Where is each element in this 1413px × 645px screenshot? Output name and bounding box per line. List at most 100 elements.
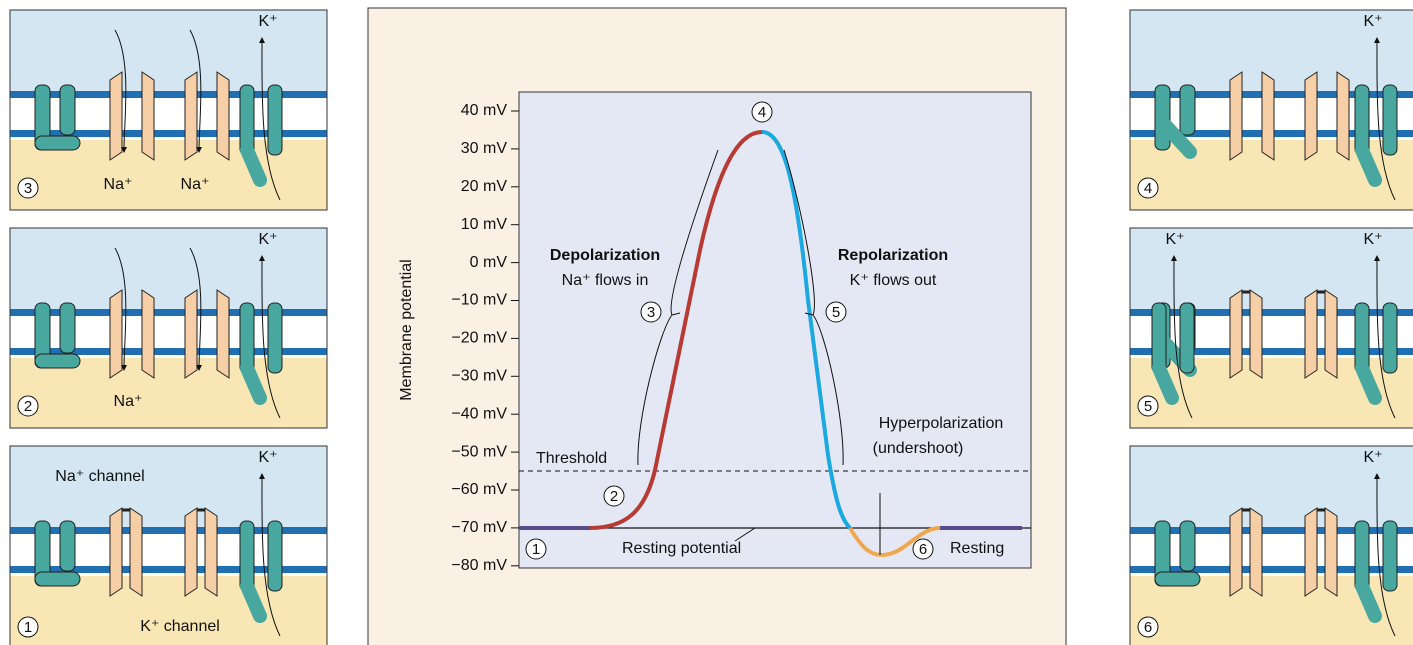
membrane-line	[10, 91, 327, 98]
y-tick-label: 10 mV	[461, 216, 508, 233]
step-circle	[825, 301, 847, 323]
inact-gate	[1158, 118, 1197, 159]
extracellular	[10, 228, 327, 313]
extracellular	[10, 10, 327, 95]
na-gate-channel	[1179, 84, 1196, 136]
membrane-line	[1130, 527, 1413, 534]
na-channel	[109, 289, 123, 379]
y-tick-label: 0 mV	[470, 254, 508, 271]
na-channel	[184, 507, 198, 597]
label: Resting	[950, 540, 1004, 557]
y-tick-label: 40 mV	[461, 102, 508, 119]
na-channel	[1304, 71, 1318, 161]
frame	[1129, 227, 1413, 429]
y-tick-label: −20 mV	[451, 330, 507, 347]
extracellular	[1130, 446, 1413, 531]
membrane-line	[10, 130, 327, 137]
k-arrow	[1373, 473, 1396, 637]
panel-label: K⁺	[1363, 231, 1382, 248]
panel-label: K⁺	[1363, 13, 1382, 30]
na-channel	[1336, 71, 1350, 161]
na-channel	[1261, 71, 1275, 161]
frame	[1129, 445, 1413, 645]
step-number: 2	[24, 398, 32, 415]
step-number: 6	[919, 541, 927, 558]
frame	[9, 227, 328, 429]
panel-label: K⁺	[1363, 449, 1382, 466]
y-tick-label: 20 mV	[461, 178, 508, 195]
panel-label: Na⁺ channel	[55, 468, 144, 485]
k-gate	[1355, 361, 1382, 405]
panel-label: K⁺	[258, 13, 277, 30]
y-tick-label: −60 mV	[451, 481, 507, 498]
k-channel	[1382, 302, 1398, 374]
panel-label: K⁺	[258, 231, 277, 248]
membrane-panel	[1129, 445, 1413, 645]
label: K⁺ flows out	[850, 272, 937, 289]
na-channel	[1304, 507, 1318, 597]
membrane-panel	[9, 445, 328, 645]
y-tick-label: −40 mV	[451, 405, 507, 422]
membrane-line	[1130, 566, 1413, 573]
step-number: 1	[532, 541, 540, 558]
membrane-panel	[1129, 9, 1413, 211]
na-channel	[1304, 289, 1318, 379]
step-number: 1	[24, 619, 32, 636]
na-channel	[141, 289, 155, 379]
step-number: 5	[1144, 398, 1152, 415]
gate	[34, 353, 81, 369]
step-number: 5	[832, 304, 840, 321]
panel-label: K⁺	[1165, 231, 1184, 248]
label: Threshold	[536, 450, 607, 467]
curve-repolarization	[761, 130, 852, 530]
na-channel	[109, 507, 123, 597]
na-channel	[109, 71, 123, 161]
na-channel	[204, 507, 218, 597]
membrane-line	[1130, 309, 1413, 316]
na-gate-channel	[59, 302, 76, 354]
na-gate-channel	[59, 520, 76, 572]
curve-depolarization	[589, 130, 763, 530]
k-arrow	[1373, 37, 1396, 201]
k-gate	[1152, 361, 1179, 405]
step-number: 4	[758, 104, 766, 121]
na-channel	[141, 71, 155, 161]
label: Resting potential	[622, 540, 741, 557]
brace-right	[783, 149, 844, 466]
na-arrow	[114, 29, 128, 153]
frame	[9, 445, 328, 645]
gate	[1154, 571, 1201, 587]
k-channel	[267, 302, 283, 374]
na-channel	[216, 289, 230, 379]
na-channel	[1229, 71, 1243, 161]
panel-label: Na⁺	[104, 176, 133, 193]
k-arrow	[258, 255, 281, 419]
step-circle	[17, 177, 39, 199]
brace-left	[637, 149, 719, 466]
k-arrow	[258, 37, 281, 201]
k-arrow	[1373, 255, 1396, 419]
panel-label: Na⁺	[114, 393, 143, 410]
label: Depolarization	[550, 247, 660, 264]
step-number: 2	[610, 488, 618, 505]
na-channel	[1249, 507, 1263, 597]
gate	[34, 135, 81, 151]
step-circle	[751, 101, 773, 123]
na-channel	[216, 71, 230, 161]
step-circle	[17, 616, 39, 638]
extracellular	[10, 446, 327, 531]
membrane-line	[1130, 348, 1413, 355]
k-gate	[240, 579, 267, 623]
step-circle	[1137, 616, 1159, 638]
k-gate	[1355, 143, 1382, 187]
step-number: 4	[1144, 180, 1152, 197]
k-gate	[1355, 579, 1382, 623]
panel-label: K⁺	[258, 449, 277, 466]
k-channel	[1382, 84, 1398, 156]
na-channel	[1229, 289, 1243, 379]
membrane-line	[10, 566, 327, 573]
frame	[1129, 9, 1413, 211]
step-number: 3	[647, 304, 655, 321]
panel-label: K⁺ channel	[140, 618, 220, 635]
membrane-line	[10, 348, 327, 355]
